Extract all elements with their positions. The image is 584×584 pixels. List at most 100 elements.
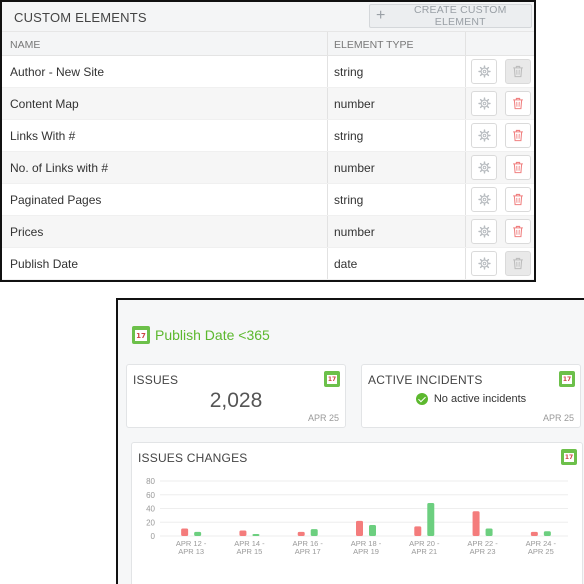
column-divider	[465, 248, 466, 279]
gear-icon	[477, 65, 491, 78]
settings-button[interactable]	[471, 59, 497, 84]
x-tick-label: APR 16 -	[292, 539, 323, 548]
settings-button[interactable]	[471, 123, 497, 148]
plus-icon: +	[376, 7, 386, 24]
gear-icon	[477, 97, 491, 110]
dashboard-panel: Publish Date <365 ISSUES 2,028 APR 25 AC…	[116, 298, 584, 584]
bar-resolved	[310, 529, 318, 536]
settings-button[interactable]	[471, 155, 497, 180]
element-type: number	[334, 97, 375, 111]
card-title: ISSUES CHANGES	[138, 451, 248, 465]
column-divider	[465, 32, 466, 55]
check-circle-icon	[415, 393, 428, 405]
x-tick-label: APR 19	[353, 547, 379, 556]
issues-changes-card[interactable]: ISSUES CHANGES 0 20 40 60 80 APR 12 -APR 13 AP…	[131, 442, 583, 584]
bar-resolved	[427, 503, 435, 536]
settings-button[interactable]	[471, 251, 497, 276]
trash-icon	[513, 257, 523, 270]
settings-button[interactable]	[471, 91, 497, 116]
x-tick-label: APR 17	[295, 547, 321, 556]
settings-button[interactable]	[471, 219, 497, 244]
issues-count: 2,028	[209, 389, 263, 412]
table-row: Links With # string	[2, 120, 534, 152]
card-date: APR 25	[307, 413, 339, 423]
x-tick-label: APR 24 -	[526, 539, 557, 548]
table-row: Paginated Pages string	[2, 184, 534, 216]
bar-opened	[297, 531, 305, 536]
calendar-icon[interactable]	[561, 449, 577, 465]
y-tick-label: 0	[151, 532, 156, 541]
x-tick-label: APR 25	[528, 547, 554, 556]
column-header-name[interactable]: NAME	[10, 39, 41, 51]
x-tick-label: APR 21	[411, 547, 437, 556]
element-type: date	[334, 257, 358, 271]
column-divider	[465, 216, 466, 247]
table-row: Publish Date date	[2, 248, 534, 280]
trash-icon	[513, 65, 523, 78]
column-divider	[327, 88, 328, 119]
column-header-type[interactable]: ELEMENT TYPE	[334, 39, 414, 51]
y-tick-label: 80	[146, 477, 155, 486]
delete-button[interactable]	[505, 219, 531, 244]
y-tick-label: 20	[146, 518, 155, 527]
create-custom-element-button[interactable]: + CREATE CUSTOM ELEMENT	[369, 4, 532, 28]
element-name: Paginated Pages	[10, 193, 102, 207]
bar-opened	[239, 530, 247, 536]
column-divider	[465, 184, 466, 215]
issues-changes-chart: 0 20 40 60 80 APR 12 -APR 13 APR 14 -APR 15 APR…	[146, 477, 568, 556]
delete-button[interactable]	[505, 123, 531, 148]
bar-opened	[472, 511, 480, 536]
bar-resolved	[369, 525, 376, 536]
delete-button[interactable]	[505, 155, 531, 180]
column-divider	[327, 152, 328, 183]
x-tick-label: APR 13	[178, 547, 204, 556]
x-tick-label: APR 15	[236, 547, 262, 556]
bar-resolved	[485, 528, 493, 536]
y-tick-label: 40	[146, 505, 155, 514]
issues-card[interactable]: ISSUES 2,028 APR 25	[126, 364, 346, 428]
trash-icon	[513, 97, 523, 110]
x-tick-label: APR 20 -	[409, 539, 440, 548]
delete-button[interactable]	[505, 187, 531, 212]
create-button-label: CREATE CUSTOM ELEMENT	[413, 4, 507, 28]
gear-icon	[477, 225, 491, 238]
table-row: Prices number	[2, 216, 534, 248]
column-divider	[327, 248, 328, 279]
bar-resolved	[252, 533, 260, 536]
incidents-status: No active incidents	[362, 393, 580, 405]
x-tick-label: APR 22 -	[467, 539, 498, 548]
table-header: NAME ELEMENT TYPE	[2, 32, 534, 56]
y-tick-label: 60	[146, 491, 155, 500]
panel-title: CUSTOM ELEMENTS	[14, 10, 147, 25]
incidents-status-text: No active incidents	[433, 393, 527, 405]
gear-icon	[477, 193, 491, 206]
column-divider	[465, 120, 466, 151]
bar-opened	[181, 528, 189, 536]
card-date: APR 25	[542, 413, 574, 423]
calendar-icon	[132, 326, 150, 344]
delete-button	[505, 59, 531, 84]
gear-icon	[477, 257, 491, 270]
active-incidents-card[interactable]: ACTIVE INCIDENTS No active incidents APR…	[361, 364, 581, 428]
calendar-icon[interactable]	[559, 371, 575, 387]
bar-opened	[530, 531, 538, 536]
column-divider	[327, 56, 328, 87]
trash-icon	[513, 193, 523, 206]
calendar-icon[interactable]	[324, 371, 340, 387]
delete-button[interactable]	[505, 91, 531, 116]
dashboard-header: Publish Date <365	[132, 324, 270, 346]
x-tick-label: APR 23	[470, 547, 496, 556]
trash-icon	[513, 161, 523, 174]
element-type: string	[334, 65, 364, 79]
bar-opened	[356, 520, 363, 536]
custom-elements-panel: CUSTOM ELEMENTS + CREATE CUSTOM ELEMENT …	[0, 0, 536, 282]
element-type: number	[334, 225, 375, 239]
bar-resolved	[194, 531, 202, 536]
gear-icon	[477, 129, 491, 142]
trash-icon	[513, 129, 523, 142]
settings-button[interactable]	[471, 187, 497, 212]
delete-button	[505, 251, 531, 276]
table-row: Author - New Site string	[2, 56, 534, 88]
column-divider	[327, 184, 328, 215]
column-divider	[327, 32, 328, 55]
